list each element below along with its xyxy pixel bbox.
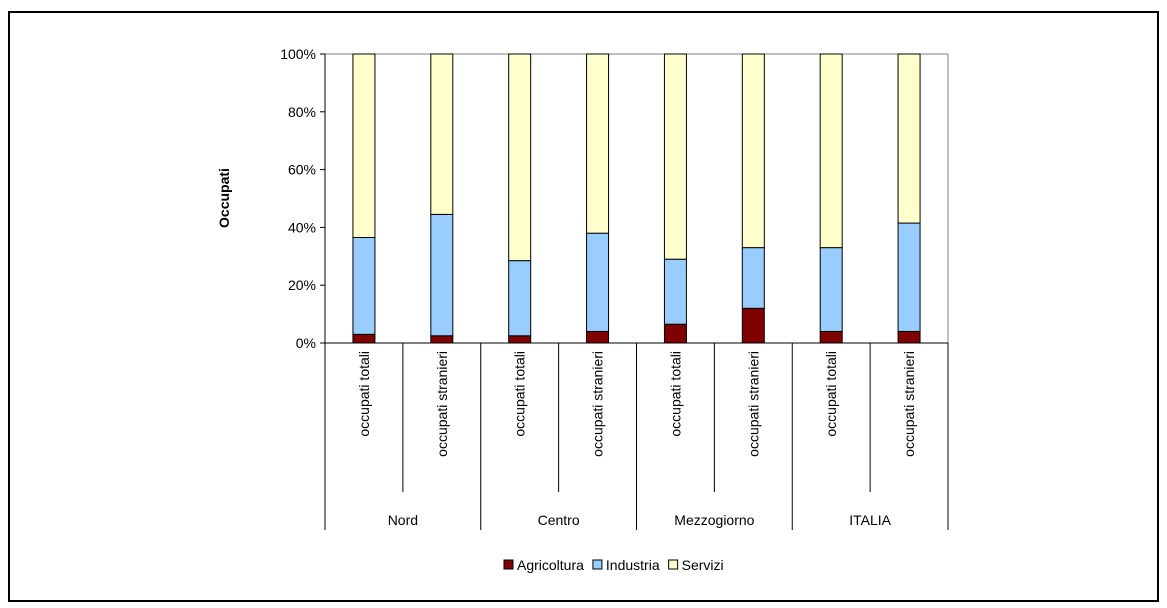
bar-segment-agricoltura	[897, 330, 921, 344]
bar-segment-industria	[430, 213, 454, 337]
bar-segment-servizi	[430, 53, 454, 215]
bar-segment-agricoltura	[663, 323, 687, 344]
x-group-label: Nord	[388, 512, 418, 528]
chart-frame	[8, 11, 1159, 602]
bar-segment-servizi	[663, 53, 687, 260]
x-category-label: occupati stranieri	[745, 351, 761, 457]
x-group-label: Centro	[538, 512, 580, 528]
y-tick-label: 0%	[296, 335, 316, 351]
bar-segment-industria	[352, 237, 376, 335]
bar-segment-servizi	[897, 53, 921, 224]
bar-segment-servizi	[741, 53, 765, 249]
bar-segment-industria	[741, 247, 765, 309]
legend-label: Industria	[606, 557, 660, 573]
bar-segment-industria	[663, 258, 687, 325]
bar-segment-servizi	[586, 53, 610, 234]
legend-swatch	[592, 559, 603, 570]
bar-segment-industria	[508, 260, 532, 337]
bar-segment-servizi	[352, 53, 376, 239]
bar-segment-industria	[897, 222, 921, 332]
plot-area-border	[324, 53, 949, 344]
y-tick-label: 20%	[288, 277, 316, 293]
x-category-label: occupati totali	[356, 351, 372, 437]
legend-label: Servizi	[682, 557, 724, 573]
x-category-label: occupati totali	[667, 351, 683, 437]
x-category-label: occupati totali	[823, 351, 839, 437]
y-tick-label: 80%	[288, 104, 316, 120]
y-tick-label: 60%	[288, 162, 316, 178]
x-category-label: occupati totali	[512, 351, 528, 437]
bar-segment-servizi	[508, 53, 532, 262]
x-group-label: ITALIA	[849, 512, 891, 528]
y-tick-label: 40%	[288, 219, 316, 235]
bar-segment-industria	[819, 247, 843, 332]
x-category-label: occupati stranieri	[901, 351, 917, 457]
y-axis-label: Occupati	[216, 168, 232, 228]
bar-segment-agricoltura	[430, 335, 454, 344]
bar-segment-agricoltura	[819, 330, 843, 344]
x-category-label: occupati stranieri	[434, 351, 450, 457]
bar-segment-agricoltura	[586, 330, 610, 344]
bar-segment-industria	[586, 232, 610, 332]
bar-segment-agricoltura	[741, 307, 765, 344]
bar-segment-agricoltura	[352, 333, 376, 344]
legend-swatch	[503, 559, 514, 570]
x-category-label: occupati stranieri	[590, 351, 606, 457]
legend-swatch	[668, 559, 679, 570]
bar-segment-agricoltura	[508, 335, 532, 344]
legend-label: Agricoltura	[517, 557, 584, 573]
y-tick-label: 100%	[280, 46, 316, 62]
bar-segment-servizi	[819, 53, 843, 249]
x-group-label: Mezzogiorno	[674, 512, 754, 528]
